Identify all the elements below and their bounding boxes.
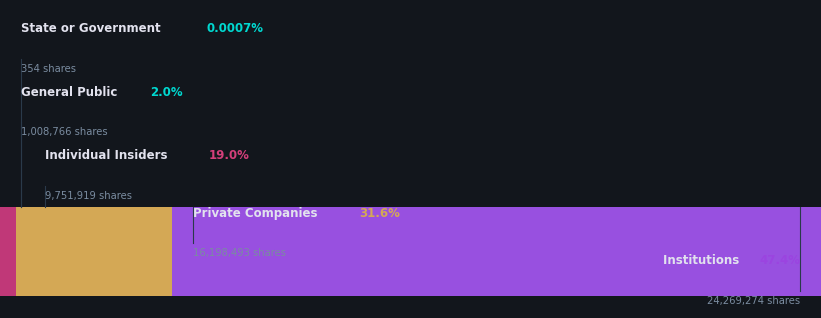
Text: 31.6%: 31.6%	[359, 207, 400, 220]
Text: 16,198,493 shares: 16,198,493 shares	[193, 248, 286, 258]
Text: 19.0%: 19.0%	[209, 149, 250, 162]
FancyBboxPatch shape	[432, 207, 821, 296]
Text: General Public: General Public	[21, 86, 121, 99]
Text: 354 shares: 354 shares	[21, 64, 76, 73]
Text: 1,008,766 shares: 1,008,766 shares	[21, 127, 108, 137]
Text: 0.0007%: 0.0007%	[206, 22, 263, 35]
Text: 24,269,274 shares: 24,269,274 shares	[708, 296, 800, 306]
Text: 2.0%: 2.0%	[150, 86, 183, 99]
Text: Private Companies: Private Companies	[193, 207, 322, 220]
FancyBboxPatch shape	[16, 207, 172, 296]
Text: 9,751,919 shares: 9,751,919 shares	[45, 191, 132, 201]
FancyBboxPatch shape	[0, 207, 16, 296]
FancyBboxPatch shape	[172, 207, 432, 296]
Text: Institutions: Institutions	[663, 254, 744, 267]
Text: State or Government: State or Government	[21, 22, 164, 35]
Text: Individual Insiders: Individual Insiders	[45, 149, 172, 162]
Text: 47.4%: 47.4%	[759, 254, 800, 267]
